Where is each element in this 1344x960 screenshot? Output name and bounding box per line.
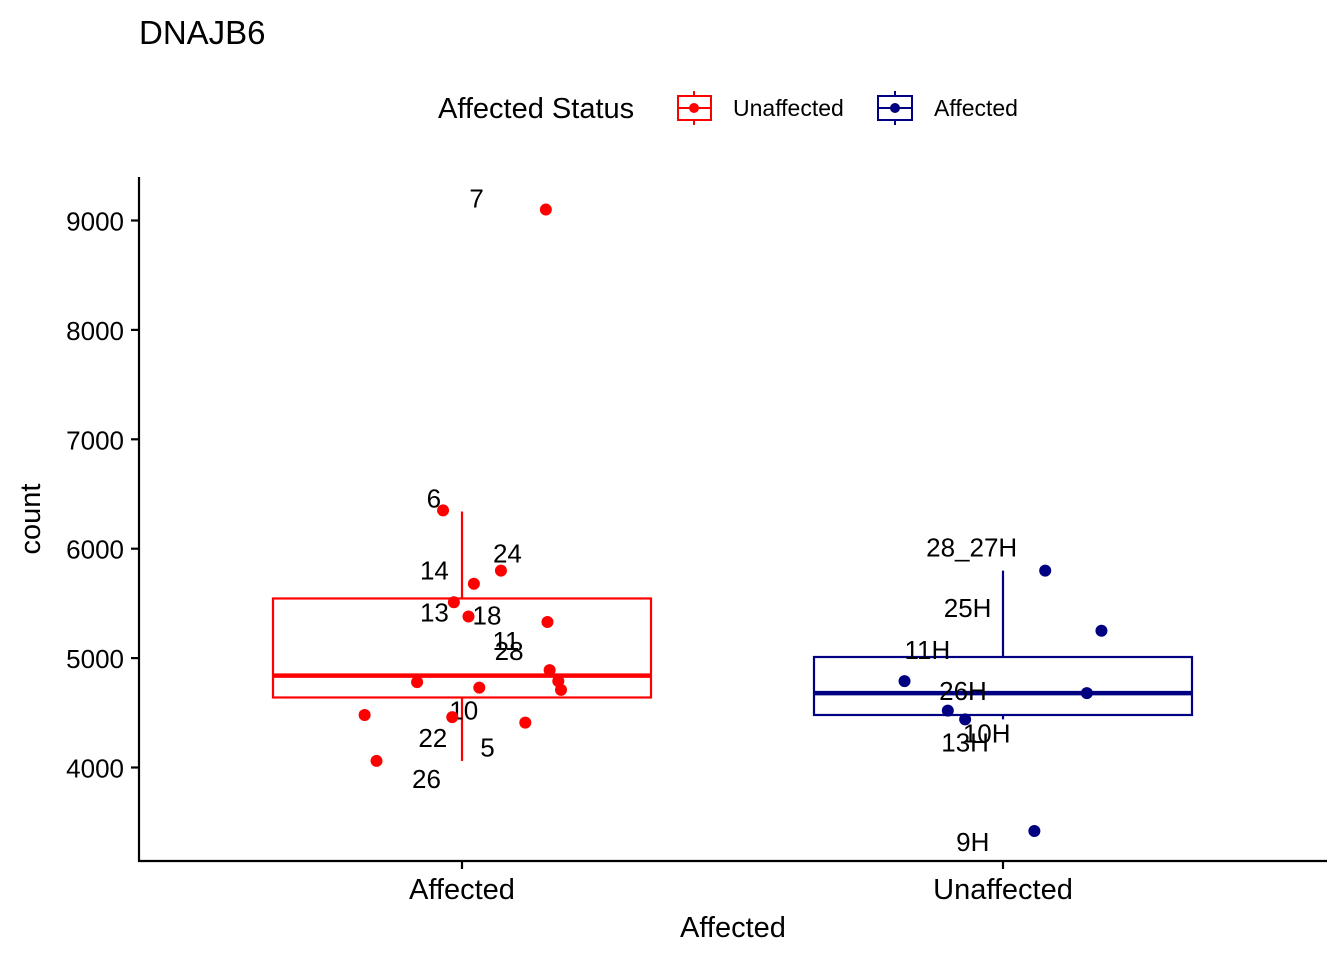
point-label: 13H xyxy=(941,727,989,757)
point-label: 22 xyxy=(418,723,447,753)
point-label: 14 xyxy=(420,556,449,586)
data-point xyxy=(437,504,450,517)
point-label: 13 xyxy=(420,597,449,627)
data-point xyxy=(543,664,556,677)
y-tick-label: 6000 xyxy=(66,535,124,565)
legend-title: Affected Status xyxy=(438,93,634,125)
data-point xyxy=(539,203,552,216)
data-point xyxy=(1039,564,1052,577)
point-label: 18 xyxy=(472,601,501,631)
y-tick-label: 5000 xyxy=(66,644,124,674)
point-label: 7 xyxy=(469,184,483,214)
data-point xyxy=(411,676,424,689)
data-point xyxy=(447,596,460,609)
y-axis-label: count xyxy=(15,484,47,555)
legend: Affected Status Unaffected Affected xyxy=(438,91,1018,125)
data-point xyxy=(1080,687,1093,700)
point-label: 5 xyxy=(480,733,494,763)
data-point xyxy=(467,577,480,590)
point-label: 25H xyxy=(944,593,992,623)
data-point xyxy=(446,711,459,724)
data-point xyxy=(370,754,383,767)
legend-label-0: Unaffected xyxy=(733,95,844,121)
box xyxy=(812,655,1194,717)
legend-key-0 xyxy=(677,91,712,125)
data-point xyxy=(898,675,911,688)
box xyxy=(271,597,653,699)
y-tick-label: 9000 xyxy=(66,207,124,237)
data-point xyxy=(941,704,954,717)
data-point xyxy=(358,708,371,721)
point-label: 28_27H xyxy=(926,533,1017,563)
data-point xyxy=(1095,624,1108,637)
point-label: 24 xyxy=(493,539,522,569)
chart-title: DNAJB6 xyxy=(139,14,266,51)
point-label: 6 xyxy=(427,483,441,513)
data-point xyxy=(541,615,554,628)
legend-key-1 xyxy=(877,91,913,125)
data-point xyxy=(494,564,507,577)
y-tick-label: 4000 xyxy=(66,754,124,784)
data-point xyxy=(473,681,486,694)
data-point xyxy=(462,610,475,623)
point-label: 26 xyxy=(412,764,441,794)
legend-label-1: Affected xyxy=(934,95,1018,121)
x-tick-label: Affected xyxy=(409,874,515,906)
data-point xyxy=(519,716,532,729)
point-label: 11H xyxy=(905,635,951,665)
y-tick-label: 7000 xyxy=(66,425,124,455)
y-tick-label: 8000 xyxy=(66,316,124,346)
point-label: 10H xyxy=(963,719,1011,749)
data-point xyxy=(1028,824,1041,837)
point-label: 11 xyxy=(492,626,519,656)
x-axis-label: Affected xyxy=(680,912,786,944)
point-label: 26H xyxy=(939,676,987,706)
data-point xyxy=(959,713,972,726)
point-label: 9H xyxy=(956,827,989,857)
x-tick-label: Unaffected xyxy=(933,874,1073,906)
data-point xyxy=(555,683,568,696)
point-label: 28 xyxy=(495,636,524,666)
